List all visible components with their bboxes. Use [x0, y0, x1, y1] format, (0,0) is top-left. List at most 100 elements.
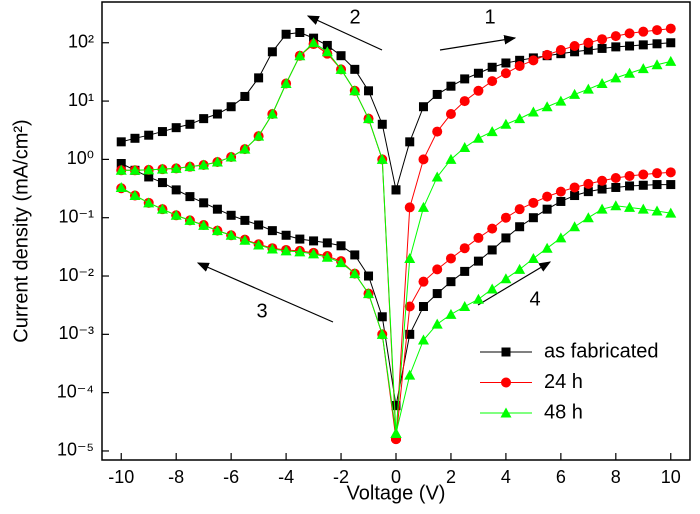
marker: [638, 40, 648, 50]
marker: [625, 41, 635, 51]
marker: [610, 172, 621, 183]
marker: [199, 198, 209, 208]
marker: [555, 95, 567, 106]
marker: [225, 151, 237, 162]
marker: [515, 222, 525, 232]
marker: [486, 283, 498, 294]
marker: [281, 29, 291, 39]
marker: [198, 159, 210, 170]
marker: [267, 47, 277, 57]
marker: [555, 186, 566, 197]
marker: [350, 64, 360, 74]
marker: [432, 89, 442, 99]
marker: [666, 38, 676, 48]
marker: [652, 39, 662, 49]
marker: [335, 257, 347, 268]
y-axis-title: Current density (mA/cm²): [10, 119, 32, 342]
arrow: [306, 15, 383, 51]
marker: [418, 276, 429, 287]
marker: [391, 185, 401, 195]
marker: [308, 248, 320, 259]
marker: [472, 132, 484, 143]
marker: [666, 180, 676, 190]
marker: [445, 308, 457, 319]
marker: [266, 108, 278, 119]
marker: [350, 250, 360, 260]
marker: [254, 220, 264, 230]
marker: [542, 204, 552, 214]
marker: [597, 43, 607, 53]
marker: [583, 45, 593, 55]
y-tick-label: 10⁻³: [58, 323, 94, 343]
marker: [295, 234, 305, 244]
marker: [460, 266, 470, 276]
marker: [665, 23, 676, 34]
marker: [431, 171, 443, 182]
x-tick-label: 2: [446, 467, 456, 487]
marker: [417, 334, 429, 345]
legend-label: 24 h: [544, 371, 583, 393]
marker: [157, 127, 167, 137]
marker: [542, 191, 553, 202]
marker: [555, 45, 566, 56]
marker: [652, 25, 663, 36]
marker: [473, 232, 484, 243]
marker: [156, 203, 168, 214]
x-tick-label: -10: [108, 467, 134, 487]
legend-marker: [500, 407, 512, 418]
marker: [198, 219, 210, 230]
marker: [625, 181, 635, 191]
marker: [555, 232, 567, 243]
marker: [143, 197, 155, 208]
x-tick-label: -4: [278, 467, 294, 487]
marker: [624, 170, 635, 181]
arrow: [439, 34, 517, 51]
marker: [501, 58, 511, 68]
marker: [651, 59, 663, 70]
marker: [336, 241, 346, 251]
marker: [500, 212, 511, 223]
marker: [185, 192, 195, 202]
marker: [460, 74, 470, 84]
marker: [432, 289, 442, 299]
y-tick-label: 10⁻⁵: [57, 440, 94, 460]
marker: [487, 223, 498, 234]
marker: [583, 37, 594, 48]
marker: [185, 119, 195, 129]
marker: [597, 175, 608, 186]
marker: [405, 137, 415, 147]
marker: [266, 243, 278, 254]
marker: [321, 251, 333, 262]
marker: [225, 229, 237, 240]
marker: [144, 130, 154, 140]
marker: [665, 167, 676, 178]
marker: [638, 169, 649, 180]
marker: [199, 114, 209, 124]
marker: [115, 164, 127, 175]
x-axis-title: Voltage (V): [347, 482, 446, 504]
y-tick-label: 10⁻⁴: [57, 381, 94, 401]
y-tick-label: 10²: [68, 32, 94, 52]
marker: [170, 162, 182, 173]
marker: [377, 119, 387, 129]
marker: [569, 40, 580, 51]
x-tick-label: 8: [611, 467, 621, 487]
marker: [487, 62, 497, 72]
marker: [239, 234, 251, 245]
marker: [253, 130, 265, 141]
marker: [157, 178, 167, 188]
marker: [240, 215, 250, 225]
marker: [184, 161, 196, 172]
marker: [226, 102, 236, 112]
marker: [184, 214, 196, 225]
marker: [143, 164, 155, 175]
plot-frame: [101, 1, 691, 461]
legend-marker: [501, 347, 511, 357]
marker: [473, 68, 483, 78]
marker: [514, 263, 526, 274]
marker: [239, 143, 251, 154]
marker: [130, 133, 140, 143]
marker: [514, 113, 526, 124]
